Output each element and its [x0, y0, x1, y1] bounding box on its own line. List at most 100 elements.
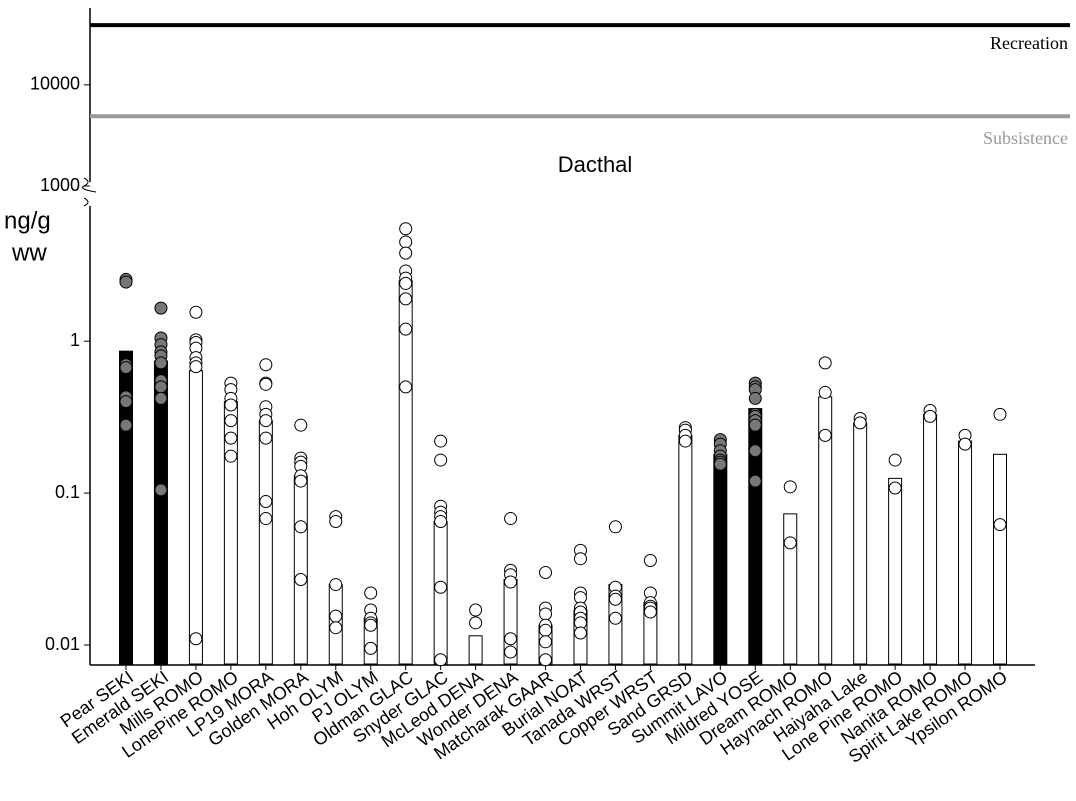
data-point [154, 356, 168, 370]
chart-title: Dacthal [558, 152, 633, 177]
bar [468, 635, 483, 665]
data-point [993, 407, 1007, 421]
reference-label: Recreation [990, 33, 1068, 53]
data-point [818, 356, 832, 370]
data-point [224, 431, 238, 445]
data-point [818, 428, 832, 442]
data-point [539, 623, 553, 637]
bar [398, 280, 413, 665]
data-point [504, 645, 518, 659]
data-point [434, 653, 448, 667]
data-point [119, 395, 133, 409]
data-point [294, 418, 308, 432]
data-point [329, 609, 343, 623]
data-point [539, 566, 553, 580]
data-point [119, 418, 133, 432]
data-point [329, 578, 343, 592]
data-point [189, 360, 203, 374]
data-point [469, 616, 483, 630]
data-point [434, 434, 448, 448]
data-point [748, 391, 762, 405]
data-point [713, 457, 727, 471]
y-tick-label: 1 [70, 330, 80, 350]
bar [888, 477, 903, 665]
bar [923, 413, 938, 665]
data-point [154, 391, 168, 405]
data-point [469, 603, 483, 617]
data-point [399, 292, 413, 306]
data-point [539, 607, 553, 621]
bar [783, 513, 798, 665]
y-axis-label: ww [11, 239, 47, 266]
data-point [539, 635, 553, 649]
data-point [259, 377, 273, 391]
data-point [259, 358, 273, 372]
data-point [329, 621, 343, 635]
data-point [399, 222, 413, 236]
data-point [154, 301, 168, 315]
data-point [329, 515, 343, 529]
data-point [608, 611, 622, 625]
data-point [399, 380, 413, 394]
y-tick-label: 10000 [30, 74, 80, 94]
data-point [399, 246, 413, 260]
data-point [259, 414, 273, 428]
data-point [539, 653, 553, 667]
data-point [643, 605, 657, 619]
data-point [294, 572, 308, 586]
data-point [888, 481, 902, 495]
reference-label: Subsistence [983, 128, 1068, 148]
data-point [993, 518, 1007, 532]
data-point [189, 632, 203, 646]
data-point [434, 515, 448, 529]
data-point [573, 552, 587, 566]
data-point [504, 512, 518, 526]
data-point [643, 554, 657, 568]
data-point [888, 453, 902, 467]
data-point [189, 305, 203, 319]
y-tick-label: 0.1 [55, 482, 80, 502]
bar [188, 370, 203, 665]
data-point [224, 414, 238, 428]
data-point [504, 575, 518, 589]
data-point [224, 449, 238, 463]
data-point [573, 626, 587, 640]
data-point [678, 434, 692, 448]
data-point [853, 416, 867, 430]
y-tick-label: 0.01 [45, 634, 80, 654]
data-point [259, 431, 273, 445]
data-point [783, 480, 797, 494]
data-point [923, 409, 937, 423]
data-point [399, 322, 413, 336]
data-point [294, 520, 308, 534]
y-tick-label: 1000 [40, 175, 80, 195]
bar [153, 360, 168, 665]
axis-break [83, 197, 89, 207]
bar [713, 453, 728, 665]
data-point [224, 398, 238, 412]
data-point [294, 474, 308, 488]
bar [958, 440, 973, 665]
y-axis-label: ng/g [4, 207, 51, 234]
data-point [748, 418, 762, 432]
data-point [154, 380, 168, 394]
bar [678, 434, 693, 665]
bar [853, 422, 868, 665]
bar [293, 475, 308, 665]
data-point [818, 385, 832, 399]
data-point [364, 618, 378, 632]
data-point [399, 235, 413, 249]
data-point [119, 361, 133, 375]
data-point [608, 520, 622, 534]
bar [258, 420, 273, 665]
data-point [748, 474, 762, 488]
data-point [154, 483, 168, 497]
data-point [364, 641, 378, 655]
data-point [434, 580, 448, 594]
data-point [434, 453, 448, 467]
data-point [748, 444, 762, 458]
data-point [259, 512, 273, 526]
data-point [504, 632, 518, 646]
data-point [259, 495, 273, 509]
